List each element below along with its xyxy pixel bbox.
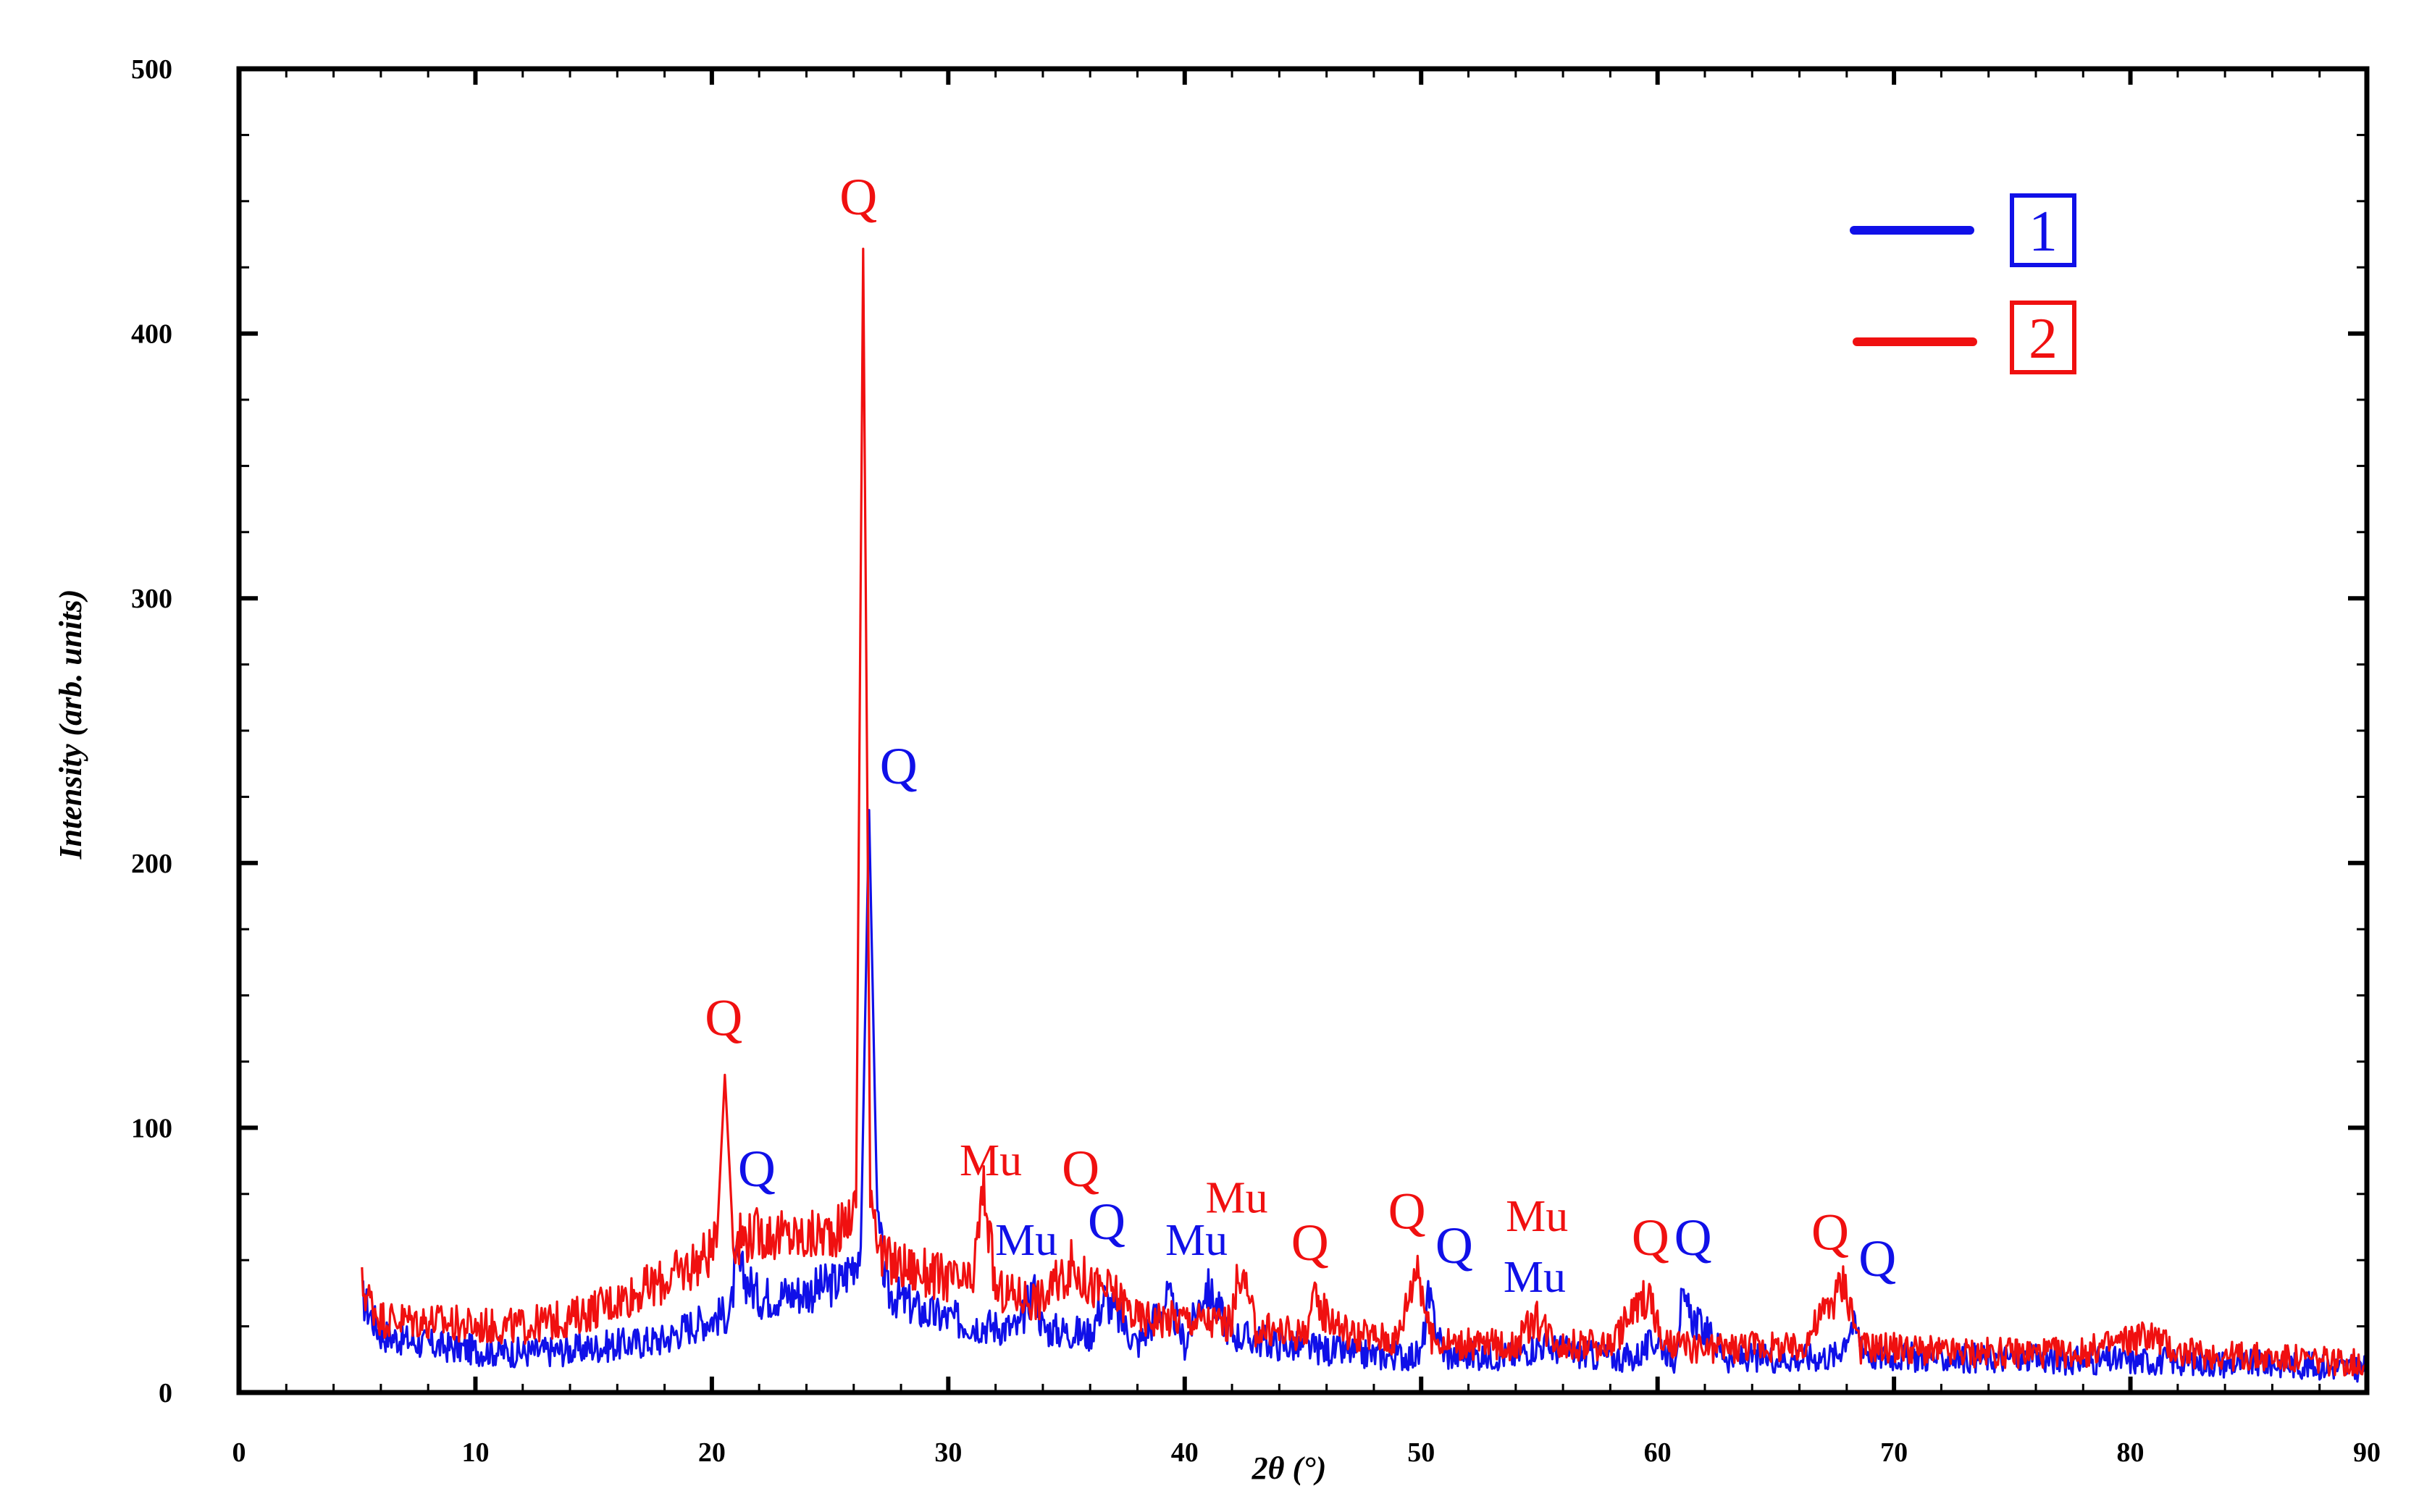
- y-tick-label: 200: [131, 849, 172, 879]
- x-tick-label: 80: [2117, 1437, 2145, 1468]
- x-tick-label: 10: [461, 1437, 489, 1468]
- peak-label-mu: Mu: [1206, 1173, 1268, 1222]
- x-tick-label: 0: [232, 1437, 246, 1468]
- x-tick-label: 20: [698, 1437, 726, 1468]
- peak-label-q: Q: [1632, 1209, 1669, 1267]
- x-axis-title: 2θ (°): [1252, 1450, 1327, 1486]
- peak-label-q: Q: [1858, 1230, 1896, 1288]
- peak-label-q: Q: [705, 988, 742, 1046]
- x-tick-label: 50: [1407, 1437, 1435, 1468]
- x-tick-label: 70: [1880, 1437, 1908, 1468]
- y-axis-title: Intensity (arb. units): [53, 589, 88, 860]
- y-tick-label: 0: [159, 1378, 172, 1408]
- legend-label-1: 1: [2029, 200, 2058, 264]
- legend-box-1: [2010, 193, 2076, 267]
- data-series: [361, 248, 2368, 1383]
- x-tick-label: 90: [2353, 1437, 2381, 1468]
- peak-label-mu: Mu: [960, 1136, 1022, 1185]
- peak-label-q: Q: [1088, 1193, 1125, 1251]
- series-line-2: [361, 248, 2368, 1377]
- peak-label-mu: Mu: [1165, 1216, 1228, 1265]
- x-tick-label: 30: [934, 1437, 962, 1468]
- y-tick-label: 400: [131, 319, 172, 350]
- plot-frame: [236, 66, 2370, 1395]
- x-tick-label: 60: [1644, 1437, 1672, 1468]
- y-grid-ticks: [237, 67, 2369, 1395]
- peak-label-q: Q: [880, 737, 918, 795]
- peak-label-q: Q: [1811, 1204, 1849, 1261]
- peak-label-q: Q: [1435, 1217, 1473, 1274]
- legend: 1 2: [1850, 193, 2076, 374]
- peak-label-mu: Mu: [1506, 1192, 1568, 1241]
- peak-label-q: Q: [1388, 1182, 1426, 1240]
- legend-label-2: 2: [2029, 307, 2058, 371]
- y-tick-label: 500: [131, 54, 172, 85]
- series-line-1: [361, 809, 2368, 1383]
- x-tick-label: 40: [1171, 1437, 1199, 1468]
- legend-box-2: [2010, 301, 2076, 374]
- peak-label-q: Q: [738, 1140, 776, 1198]
- tick-labels: 0 10 20 30 40 50 60 70 80 90 0 100 200 300 400 500: [131, 54, 2381, 1468]
- peak-label-q: Q: [1674, 1209, 1712, 1267]
- y-tick-label: 100: [131, 1113, 172, 1143]
- peak-label-q: Q: [1291, 1214, 1329, 1272]
- peak-label-mu: Mu: [1504, 1253, 1566, 1302]
- y-tick-label: 300: [131, 584, 172, 614]
- peak-label-mu: Mu: [995, 1216, 1057, 1265]
- peak-label-q: Q: [839, 168, 877, 226]
- peak-label-q: Q: [1062, 1140, 1099, 1198]
